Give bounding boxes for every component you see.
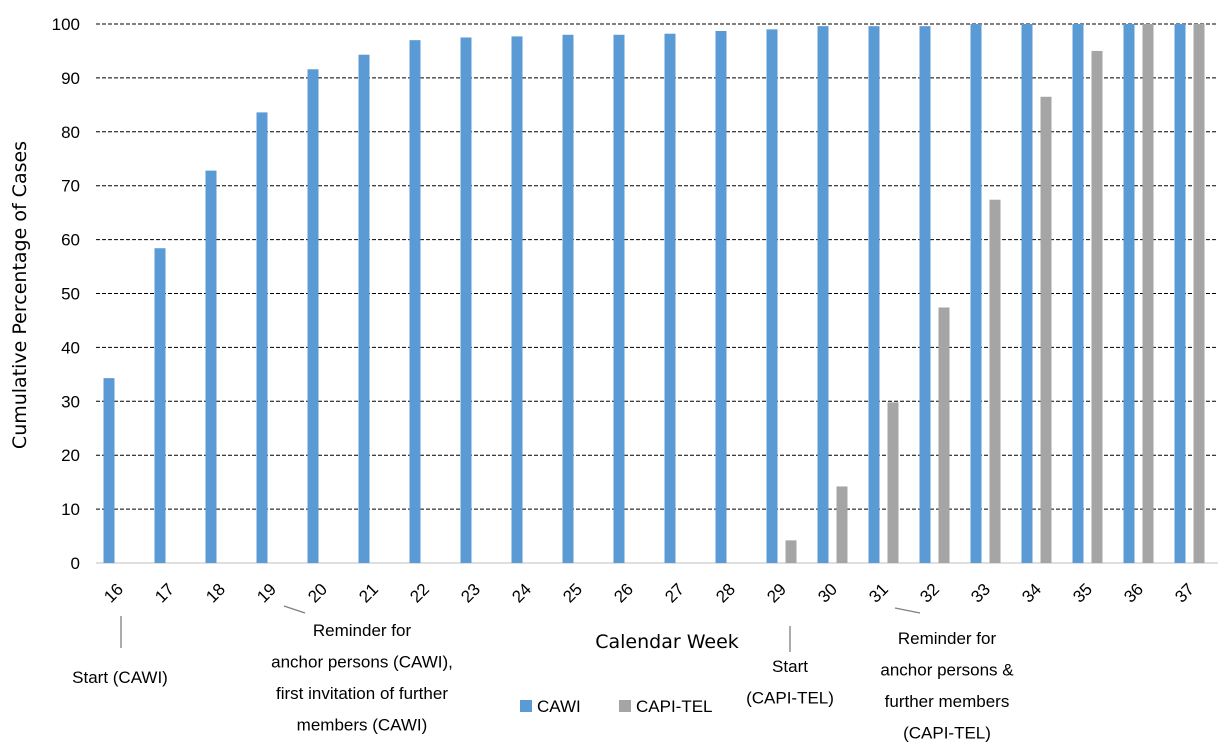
bar-capi-tel-36 (1142, 24, 1154, 563)
x-tick-label: 30 (814, 580, 841, 607)
bar-cawi-31 (868, 26, 880, 563)
x-tick-label: 24 (508, 580, 535, 607)
annotation-text: further members (885, 692, 1010, 711)
x-axis-ticks: 16 17 18 19 20 21 22 23 24 25 26 27 28 29 30 31 32 33 34 35… (100, 580, 1198, 607)
bar-cawi-23 (460, 37, 472, 564)
bar-cawi-19 (256, 112, 268, 564)
annotation-text: (CAPI-TEL) (903, 724, 991, 743)
x-axis-label: Calendar Week (595, 631, 739, 653)
bar-capi-tel-37 (1193, 24, 1205, 563)
x-tick-label: 32 (916, 580, 943, 607)
bar-cawi-37 (1174, 24, 1186, 563)
y-tick-label: 0 (71, 554, 80, 573)
bar-cawi-30 (817, 26, 829, 563)
bar-capi-tel-35 (1091, 50, 1103, 563)
bar-capi-tel-29 (785, 540, 797, 563)
bar-cawi-28 (715, 31, 727, 563)
annotation-text: first invitation of further (276, 684, 448, 703)
annotation-text: members (CAWI) (297, 716, 428, 735)
x-tick-label: 29 (763, 580, 790, 607)
x-tick-label: 16 (100, 580, 127, 607)
x-tick-label: 27 (661, 580, 688, 607)
bar-cawi-25 (562, 34, 574, 563)
x-tick-label: 28 (712, 580, 739, 607)
annotations: Start (CAWI) Reminder for anchor persons (… (72, 605, 1014, 743)
x-tick-label: 34 (1018, 580, 1045, 607)
y-axis-ticks: 0 10 20 30 40 50 60 70 80 90 100 (52, 15, 80, 573)
legend-swatch-capi-tel (619, 700, 631, 712)
bar-capi-tel-33 (989, 199, 1001, 564)
gridlines (96, 23, 1218, 564)
y-tick-label: 90 (61, 69, 80, 88)
bar-cawi-26 (613, 34, 625, 563)
bar-capi-tel-34 (1040, 96, 1052, 563)
bar-cawi-20 (307, 69, 319, 563)
x-tick-label: 20 (304, 580, 331, 607)
x-tick-label: 36 (1120, 580, 1147, 607)
bar-cawi-18 (205, 170, 217, 563)
x-tick-label: 26 (610, 580, 637, 607)
y-tick-label: 40 (61, 338, 80, 357)
x-tick-label: 22 (406, 580, 433, 607)
bar-capi-tel-31 (887, 402, 899, 563)
y-tick-label: 20 (61, 446, 80, 465)
bars (103, 24, 1205, 564)
x-tick-label: 37 (1171, 580, 1198, 607)
x-tick-label: 35 (1069, 580, 1096, 607)
bar-cawi-17 (154, 248, 166, 563)
bar-cawi-36 (1123, 24, 1135, 563)
x-tick-label: 19 (253, 580, 280, 607)
bar-cawi-32 (919, 26, 931, 563)
y-tick-label: 30 (61, 392, 80, 411)
annotation-text: Start (772, 657, 808, 676)
annotation-leader-line (894, 607, 921, 614)
x-tick-label: 33 (967, 580, 994, 607)
legend: CAWI CAPI-TEL (520, 697, 713, 716)
legend-swatch-cawi (520, 700, 532, 712)
bar-cawi-21 (358, 54, 370, 564)
annotation-text: Reminder for (313, 621, 412, 640)
bar-cawi-35 (1072, 24, 1084, 563)
x-tick-label: 25 (559, 580, 586, 607)
annotation-text: Reminder for (898, 629, 997, 648)
bar-cawi-22 (409, 40, 421, 564)
x-tick-label: 21 (355, 580, 382, 607)
bar-cawi-27 (664, 33, 676, 563)
bar-capi-tel-32 (938, 307, 950, 563)
x-tick-label: 23 (457, 580, 484, 607)
x-tick-label: 17 (151, 580, 178, 607)
y-tick-label: 100 (52, 15, 80, 34)
y-tick-label: 50 (61, 285, 80, 304)
bar-cawi-24 (511, 36, 523, 564)
bar-cawi-34 (1021, 24, 1033, 563)
y-axis-label: Cumulative Percentage of Cases (9, 141, 31, 449)
legend-label-cawi: CAWI (537, 697, 581, 716)
x-tick-label: 18 (202, 580, 229, 607)
y-tick-label: 60 (61, 231, 80, 250)
y-tick-label: 70 (61, 177, 80, 196)
annotation-text: (CAPI-TEL) (746, 689, 834, 708)
bar-cawi-33 (970, 24, 982, 563)
y-tick-label: 10 (61, 500, 80, 519)
bar-cawi-29 (766, 29, 778, 563)
x-tick-label: 31 (865, 580, 892, 607)
y-tick-label: 80 (61, 123, 80, 142)
legend-label-capi-tel: CAPI-TEL (636, 697, 713, 716)
annotation-leader-line (283, 605, 306, 614)
bar-capi-tel-30 (836, 486, 848, 563)
annotation-text: anchor persons (CAWI), (271, 653, 453, 672)
annotation-text: anchor persons & (880, 661, 1014, 680)
bar-cawi-16 (103, 378, 115, 563)
annotation-text: Start (CAWI) (72, 668, 168, 687)
